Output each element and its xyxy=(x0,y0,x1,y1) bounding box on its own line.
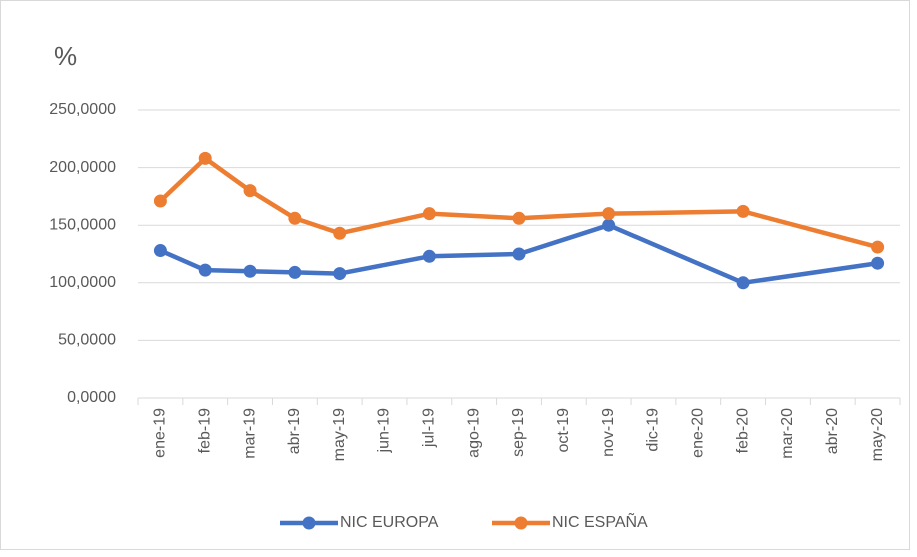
series-line xyxy=(292,216,342,236)
series-line xyxy=(247,188,298,221)
y-tick-label: 250,0000 xyxy=(49,101,116,118)
point xyxy=(512,247,526,261)
series-line xyxy=(337,211,432,236)
x-tick-label: ene-19 xyxy=(152,408,169,458)
legend-label: NIC EUROPA xyxy=(340,514,439,531)
series-line xyxy=(516,211,611,221)
series-line xyxy=(202,156,253,193)
series-line xyxy=(292,270,342,276)
x-tick-label: jul-19 xyxy=(421,408,438,448)
legend-label: NIC ESPAÑA xyxy=(552,511,648,531)
x-tick-label: dic-19 xyxy=(645,408,662,452)
point xyxy=(198,263,212,277)
x-tick-label: nov-19 xyxy=(600,408,617,457)
x-tick-label: mar-20 xyxy=(779,408,796,459)
legend-marker xyxy=(302,516,316,530)
x-tick-label: abr-19 xyxy=(286,408,303,454)
point xyxy=(736,276,750,290)
y-tick-label: 200,0000 xyxy=(49,159,116,176)
x-tick-label: mar-19 xyxy=(241,408,258,459)
y-tick-label: 150,0000 xyxy=(49,216,116,233)
point xyxy=(153,244,167,258)
point xyxy=(871,240,885,254)
legend-marker xyxy=(514,516,528,530)
series-line xyxy=(247,269,298,275)
x-tick-label: abr-20 xyxy=(824,408,841,454)
series-line xyxy=(606,209,746,216)
point xyxy=(512,211,526,225)
series-line xyxy=(427,211,522,221)
series-line xyxy=(606,222,746,286)
y-tick-label: 50,0000 xyxy=(58,332,116,349)
x-tick-label: feb-20 xyxy=(734,408,751,453)
series-line xyxy=(516,222,611,257)
x-tick-label: jun-19 xyxy=(376,408,393,454)
series-line xyxy=(427,251,522,259)
point xyxy=(736,204,750,218)
series-line xyxy=(202,267,253,274)
y-tick-label: 0,0000 xyxy=(67,389,116,406)
x-tick-label: may-20 xyxy=(869,408,886,461)
x-tick-label: feb-19 xyxy=(196,408,213,453)
x-tick-label: oct-19 xyxy=(555,408,572,453)
x-tick-label: may-19 xyxy=(331,408,348,461)
point xyxy=(871,256,885,270)
x-tick-label: ene-20 xyxy=(690,408,707,458)
series-line xyxy=(740,209,880,250)
point xyxy=(422,249,436,263)
point xyxy=(243,184,257,198)
point xyxy=(288,265,302,279)
series-line xyxy=(158,248,208,273)
point xyxy=(288,211,302,225)
point xyxy=(602,218,616,232)
point xyxy=(422,207,436,221)
series-line xyxy=(158,156,208,204)
point xyxy=(333,267,347,281)
x-tick-label: ago-19 xyxy=(465,408,482,458)
series-line xyxy=(337,254,432,276)
point xyxy=(333,226,347,240)
point xyxy=(198,151,212,165)
series-line xyxy=(740,260,880,286)
point xyxy=(153,194,167,208)
point xyxy=(602,207,616,221)
chart-title: % xyxy=(54,41,77,71)
chart-border xyxy=(0,0,910,550)
point xyxy=(243,264,257,278)
x-tick-label: sep-19 xyxy=(510,408,527,457)
y-tick-label: 100,0000 xyxy=(49,274,116,291)
